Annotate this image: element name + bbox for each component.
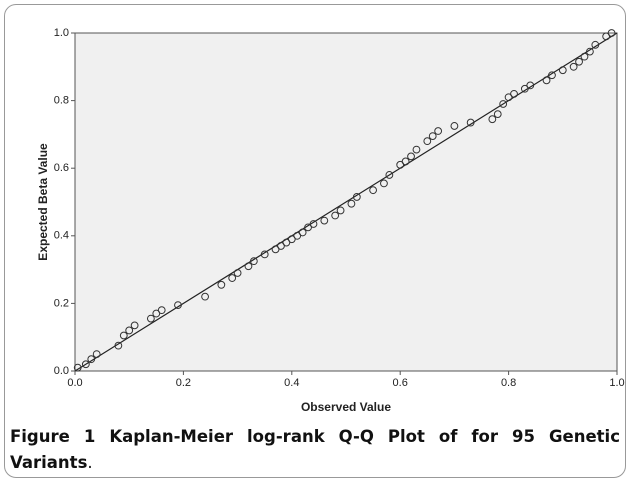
point xyxy=(277,242,285,250)
point xyxy=(157,306,166,315)
point xyxy=(228,274,237,282)
point xyxy=(504,93,513,102)
point xyxy=(569,62,578,71)
point xyxy=(73,363,82,372)
point xyxy=(336,206,345,215)
point xyxy=(146,314,155,323)
point xyxy=(298,228,307,237)
point xyxy=(87,355,96,364)
y-tick-label: 0.6 xyxy=(54,162,69,174)
point xyxy=(114,341,123,350)
point xyxy=(380,179,388,188)
y-tick-label: 1.0 xyxy=(54,27,69,39)
point xyxy=(466,118,475,127)
point xyxy=(499,100,508,108)
point xyxy=(407,152,415,161)
reference-line xyxy=(74,32,618,372)
point xyxy=(575,57,583,66)
x-tick-label: 0.4 xyxy=(284,377,299,389)
figure-frame xyxy=(4,4,626,478)
point xyxy=(304,223,312,232)
point xyxy=(271,245,280,254)
x-tick-label: 0.2 xyxy=(176,377,191,389)
point xyxy=(152,309,161,318)
point xyxy=(287,235,296,244)
point xyxy=(320,216,329,225)
point xyxy=(542,76,551,85)
point xyxy=(352,193,361,201)
point xyxy=(244,262,253,271)
point xyxy=(119,331,128,340)
point xyxy=(434,127,443,135)
point xyxy=(607,29,616,37)
point xyxy=(602,32,611,41)
caption-end: . xyxy=(87,453,93,472)
point xyxy=(526,81,535,90)
y-tick-label: 0.4 xyxy=(54,230,69,242)
point xyxy=(217,280,226,289)
point xyxy=(396,160,405,169)
point xyxy=(423,137,432,146)
point xyxy=(520,84,529,93)
point xyxy=(450,122,459,130)
x-tick-label: 0.0 xyxy=(67,377,82,389)
point xyxy=(125,326,134,335)
point xyxy=(309,220,318,228)
point xyxy=(488,115,497,124)
y-tick-label: 0.0 xyxy=(54,365,69,377)
point xyxy=(233,269,242,277)
y-tick-label: 0.8 xyxy=(54,95,69,107)
point xyxy=(81,360,90,369)
point xyxy=(347,199,356,208)
point xyxy=(130,321,139,330)
point xyxy=(385,171,394,179)
point xyxy=(586,47,594,56)
point xyxy=(558,66,567,75)
point xyxy=(428,132,437,140)
point xyxy=(260,250,269,259)
chart: Observed Value Expected Beta Value 0.0 0.… xyxy=(36,27,624,414)
caption-text: Kaplan-Meier log-rank Q-Q Plot of for 95… xyxy=(10,427,620,472)
point xyxy=(580,52,589,61)
point xyxy=(401,157,410,166)
point xyxy=(412,145,421,154)
point xyxy=(369,186,378,195)
caption: Figure 1 Kaplan-Meier log-rank Q-Q Plot … xyxy=(10,424,620,476)
x-tick-label: 0.8 xyxy=(501,377,516,389)
point xyxy=(493,110,502,119)
point xyxy=(174,301,182,309)
y-axis-label: Expected Beta Value xyxy=(36,143,50,261)
point xyxy=(282,238,291,247)
point xyxy=(331,211,340,220)
point xyxy=(92,350,101,359)
y-tick-label: 0.2 xyxy=(54,297,69,309)
point xyxy=(293,231,302,240)
caption-label: Figure 1 xyxy=(10,427,96,446)
point xyxy=(510,89,518,98)
x-tick-label: 0.6 xyxy=(393,377,408,389)
x-tick-label: 1.0 xyxy=(609,377,624,389)
point xyxy=(249,257,258,266)
point xyxy=(548,71,556,80)
point xyxy=(591,40,600,49)
x-axis-label: Observed Value xyxy=(301,400,391,414)
point xyxy=(201,292,209,301)
